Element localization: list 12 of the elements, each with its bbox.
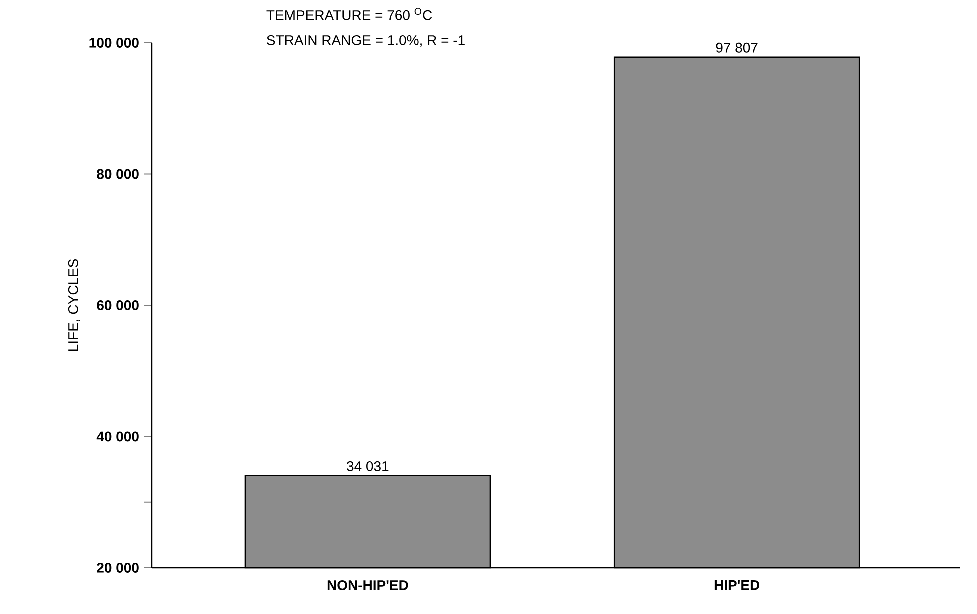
data-label: 34 031 xyxy=(347,461,389,472)
y-tick-label: 60 000 xyxy=(97,300,139,310)
text: TEMPERATURE = 760 $^{O}$C xyxy=(266,8,432,20)
y-tick-label: 80 000 xyxy=(97,169,139,180)
data-label: 97 807 xyxy=(716,42,758,53)
x-tick-label: NON-HIP'ED xyxy=(328,580,408,590)
y-axis-title: LIFE, CYCLES xyxy=(68,259,80,352)
y-tick-label: 40 000 xyxy=(96,432,139,442)
y-tick-label: 20 000 xyxy=(97,563,139,573)
annotation: STRAIN RANGE = 1.0%, R = -1 xyxy=(267,35,465,48)
x-tick-label: HIP'ED xyxy=(714,580,760,590)
y-tick-label: 100 000 xyxy=(90,38,139,48)
